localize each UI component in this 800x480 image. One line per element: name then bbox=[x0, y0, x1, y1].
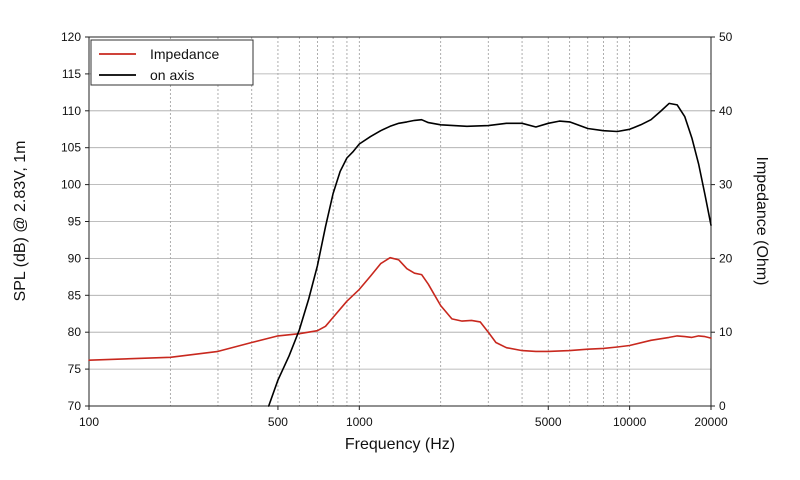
y-left-tick-label: 90 bbox=[68, 251, 82, 265]
legend-label-impedance: Impedance bbox=[150, 46, 219, 62]
y-left-tick-label: 105 bbox=[61, 141, 81, 155]
legend-label-on-axis: on axis bbox=[150, 67, 194, 83]
x-tick-label: 20000 bbox=[694, 415, 728, 429]
x-tick-label: 5000 bbox=[535, 415, 562, 429]
y-left-tick-labels: 70 75 80 85 90 95 100 105 110 115 120 bbox=[61, 30, 89, 413]
x-tick-label: 100 bbox=[79, 415, 99, 429]
legend-box bbox=[90, 39, 254, 86]
x-tick-label: 10000 bbox=[613, 415, 647, 429]
y-right-tick-label: 20 bbox=[719, 251, 733, 265]
x-tick-labels: 100 500 1000 5000 10000 20000 bbox=[79, 406, 728, 429]
grid bbox=[89, 37, 711, 406]
y-left-tick-label: 95 bbox=[68, 215, 82, 229]
y-left-tick-label: 110 bbox=[62, 104, 81, 118]
y-right-tick-label: 30 bbox=[719, 178, 733, 192]
legend: Impedance on axis bbox=[90, 39, 254, 86]
x-axis-title: Frequency (Hz) bbox=[345, 436, 455, 453]
series-layer bbox=[88, 102, 712, 407]
y-right-tick-label: 10 bbox=[719, 325, 733, 339]
x-tick-label: 1000 bbox=[346, 415, 373, 429]
y-left-tick-label: 120 bbox=[61, 30, 81, 44]
y-right-tick-label: 0 bbox=[719, 399, 726, 413]
y-right-tick-label: 40 bbox=[719, 104, 733, 118]
y-left-tick-label: 100 bbox=[61, 178, 81, 192]
y-left-tick-label: 80 bbox=[68, 325, 82, 339]
y-right-tick-label: 50 bbox=[719, 30, 733, 44]
y-right-tick-labels: 0 10 20 30 40 50 bbox=[711, 30, 733, 413]
y-left-tick-label: 70 bbox=[68, 399, 82, 413]
series-line-on-axis bbox=[267, 102, 712, 407]
y-left-axis-title: SPL (dB) @ 2.83V, 1m bbox=[12, 141, 29, 302]
y-left-tick-label: 75 bbox=[68, 362, 82, 376]
x-tick-label: 500 bbox=[268, 415, 288, 429]
y-right-axis-title: Impedance (Ohm) bbox=[753, 157, 770, 286]
series-line-impedance bbox=[88, 256, 712, 362]
y-left-tick-label: 85 bbox=[68, 288, 82, 302]
y-left-tick-label: 115 bbox=[62, 67, 81, 81]
